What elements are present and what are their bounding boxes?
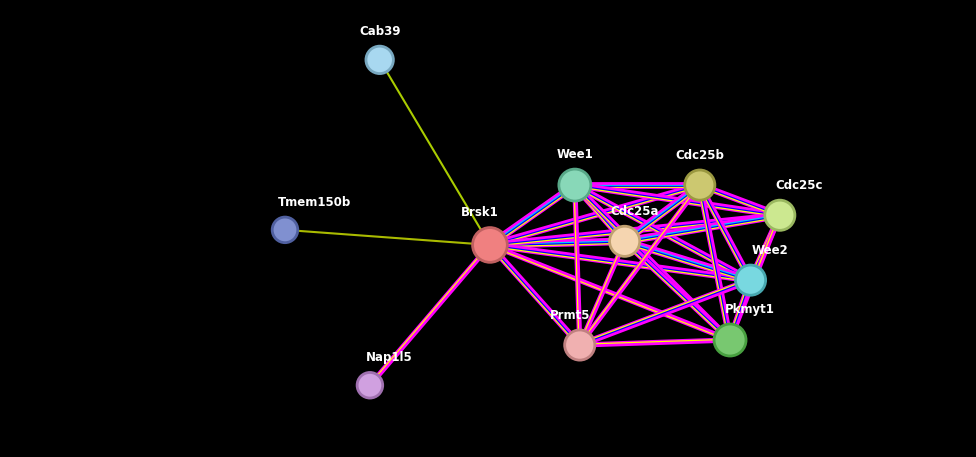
Circle shape [736, 265, 765, 295]
Text: Cdc25b: Cdc25b [675, 149, 724, 162]
Circle shape [765, 200, 794, 230]
Text: Cab39: Cab39 [359, 25, 400, 38]
Text: Wee2: Wee2 [752, 244, 789, 257]
Text: Prmt5: Prmt5 [549, 309, 590, 322]
Circle shape [565, 330, 594, 360]
Circle shape [472, 228, 508, 262]
Circle shape [714, 324, 746, 356]
Circle shape [610, 226, 639, 256]
Text: Wee1: Wee1 [556, 148, 593, 161]
Circle shape [685, 170, 714, 200]
Text: Tmem150b: Tmem150b [277, 196, 351, 209]
Circle shape [559, 169, 590, 201]
Circle shape [366, 46, 393, 74]
Circle shape [357, 372, 383, 398]
Text: Cdc25c: Cdc25c [776, 179, 823, 192]
Text: Pkmyt1: Pkmyt1 [724, 303, 775, 316]
Circle shape [272, 217, 298, 243]
Text: Cdc25a: Cdc25a [610, 205, 659, 218]
Text: Nap1l5: Nap1l5 [366, 351, 413, 364]
Text: Brsk1: Brsk1 [462, 207, 499, 219]
